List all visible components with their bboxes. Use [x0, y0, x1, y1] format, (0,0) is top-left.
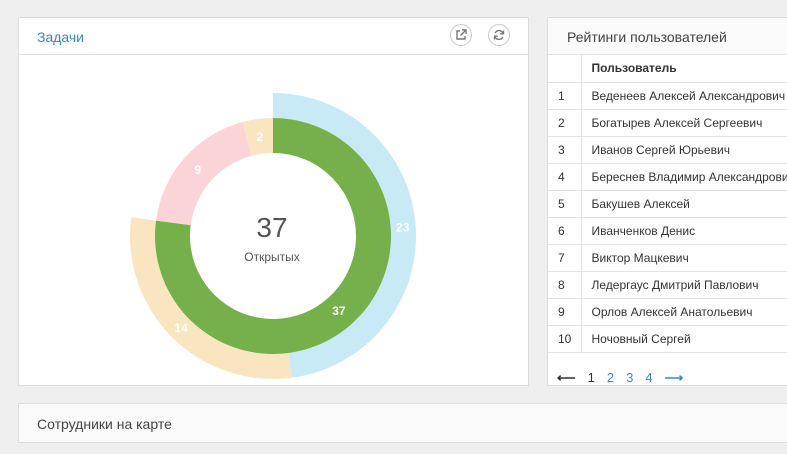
rank-cell: 6 — [548, 217, 582, 245]
ratings-panel-title: Рейтинги пользователей — [567, 29, 727, 45]
table-row[interactable]: 7 Виктор Мацкевич — [548, 244, 787, 272]
user-name-cell: Бакушев Алексей — [581, 190, 787, 218]
user-name-cell: Богатырев Алексей Сергеевич — [581, 109, 787, 137]
table-row[interactable]: 3 Иванов Сергей Юрьевич — [548, 136, 787, 164]
map-panel-title[interactable]: Сотрудники на карте — [37, 416, 172, 432]
user-name-cell: Ночовный Сергей — [581, 325, 787, 353]
tasks-panel-header: Задачи — [19, 18, 528, 55]
inner-ring — [155, 118, 392, 354]
inner-segment-0[interactable] — [155, 118, 392, 354]
table-row[interactable]: 10 Ночовный Сергей — [548, 325, 787, 353]
ratings-table: Пользователь 1 Веденеев Алексей Александр… — [548, 55, 787, 353]
page-2-link[interactable]: 2 — [606, 370, 615, 385]
external-link-button[interactable] — [450, 24, 472, 46]
outer-segment-0[interactable] — [273, 93, 417, 378]
outer-segment-1[interactable] — [130, 217, 292, 379]
table-row[interactable]: 4 Береснев Владимир Александрович — [548, 163, 787, 191]
rank-cell: 9 — [548, 298, 582, 326]
tasks-donut-chart: 23 14 37 9 2 37 Открытых — [130, 93, 417, 379]
inner-segment-2[interactable] — [242, 118, 273, 156]
tasks-panel-title[interactable]: Задачи — [37, 29, 85, 45]
outer-segment-label-0: 23 — [396, 220, 410, 234]
user-name-cell: Иванов Сергей Юрьевич — [581, 136, 787, 164]
table-header-row: Пользователь — [548, 55, 787, 83]
refresh-button[interactable] — [488, 24, 510, 46]
user-name-cell: Орлов Алексей Анатольевич — [581, 298, 787, 326]
table-row[interactable]: 9 Орлов Алексей Анатольевич — [548, 298, 787, 326]
outer-ring — [130, 93, 417, 379]
refresh-icon — [493, 29, 505, 41]
open-tasks-label: Открытых — [244, 250, 300, 264]
page-4-link[interactable]: 4 — [645, 370, 653, 385]
rank-cell: 3 — [548, 136, 582, 164]
prev-page-button[interactable]: ⟵ — [557, 370, 576, 385]
rank-cell: 5 — [548, 190, 582, 218]
user-column-header[interactable]: Пользователь — [581, 55, 787, 83]
user-name-cell: Иванченков Денис — [581, 217, 787, 245]
inner-segment-1[interactable] — [156, 122, 252, 226]
employees-map-panel: Сотрудники на карте — [18, 403, 787, 443]
rank-column-header — [548, 55, 582, 83]
table-row[interactable]: 5 Бакушев Алексей — [548, 190, 787, 218]
rank-cell: 2 — [548, 109, 582, 137]
rank-cell: 7 — [548, 244, 582, 272]
table-row[interactable]: 8 Ледергаус Дмитрий Павлович — [548, 271, 787, 299]
rank-cell: 10 — [548, 325, 582, 353]
pagination: ⟵ 1 2 3 4 ⟶ — [557, 370, 695, 386]
page-1-link[interactable]: 1 — [587, 370, 595, 385]
inner-segment-label-2: 2 — [257, 130, 264, 144]
user-name-cell: Береснев Владимир Александрович — [581, 163, 787, 191]
rank-cell: 1 — [548, 82, 582, 110]
tasks-panel: Задачи 23 14 37 9 2 37 Открытых — [18, 17, 529, 386]
table-row[interactable]: 2 Богатырев Алексей Сергеевич — [548, 109, 787, 137]
open-tasks-count: 37 — [256, 212, 287, 243]
rank-cell: 4 — [548, 163, 582, 191]
external-link-icon — [456, 29, 467, 40]
ratings-panel-header: Рейтинги пользователей — [548, 18, 787, 55]
page-3-link[interactable]: 3 — [626, 370, 634, 385]
next-page-button[interactable]: ⟶ — [664, 370, 684, 385]
segment-labels: 23 14 37 9 2 — [174, 130, 409, 335]
table-row[interactable]: 1 Веденеев Алексей Александрович — [548, 82, 787, 110]
user-name-cell: Ледергаус Дмитрий Павлович — [581, 271, 787, 299]
outer-segment-label-1: 14 — [174, 321, 188, 335]
inner-segment-label-0: 37 — [332, 304, 346, 318]
user-name-cell: Виктор Мацкевич — [581, 244, 787, 272]
rank-cell: 8 — [548, 271, 582, 299]
table-row[interactable]: 6 Иванченков Денис — [548, 217, 787, 245]
inner-segment-label-1: 9 — [194, 163, 201, 177]
user-name-cell: Веденеев Алексей Александрович — [581, 82, 787, 110]
user-ratings-panel: Рейтинги пользователей Пользователь 1 Вед… — [547, 17, 787, 386]
